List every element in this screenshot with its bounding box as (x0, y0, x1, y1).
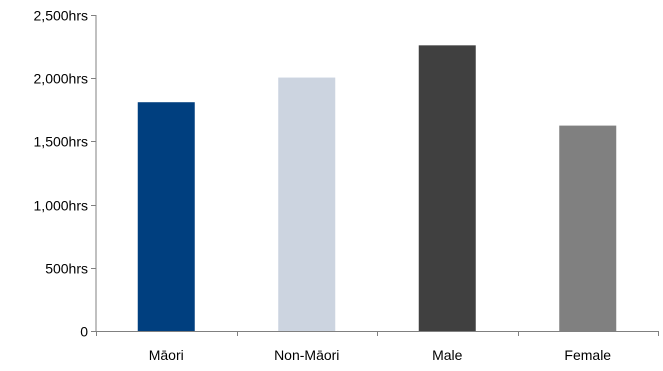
y-tick-label: 500hrs (45, 261, 88, 277)
y-tick-label: 2,500hrs (34, 8, 88, 24)
y-tick-label: 0 (80, 324, 88, 340)
bar-1 (137, 102, 195, 331)
bar-3 (418, 45, 476, 331)
y-axis: 0 500hrs 1,000hrs 1,500hrs 2,000hrs 2,500hrs (34, 8, 97, 340)
x-tick-label: Non-Māori (274, 347, 339, 363)
y-tick-label: 1,500hrs (34, 134, 88, 150)
y-tick-label: 1,000hrs (34, 198, 88, 214)
x-tick-label: Female (564, 347, 611, 363)
x-tick-label: Male (432, 347, 463, 363)
bar-4 (559, 125, 617, 331)
x-axis: Māori Non-Māori Male Female (96, 331, 659, 363)
x-tick-label: Māori (149, 347, 184, 363)
y-tick-label: 2,000hrs (34, 71, 88, 87)
bars (137, 45, 617, 332)
bar-2 (278, 77, 336, 332)
